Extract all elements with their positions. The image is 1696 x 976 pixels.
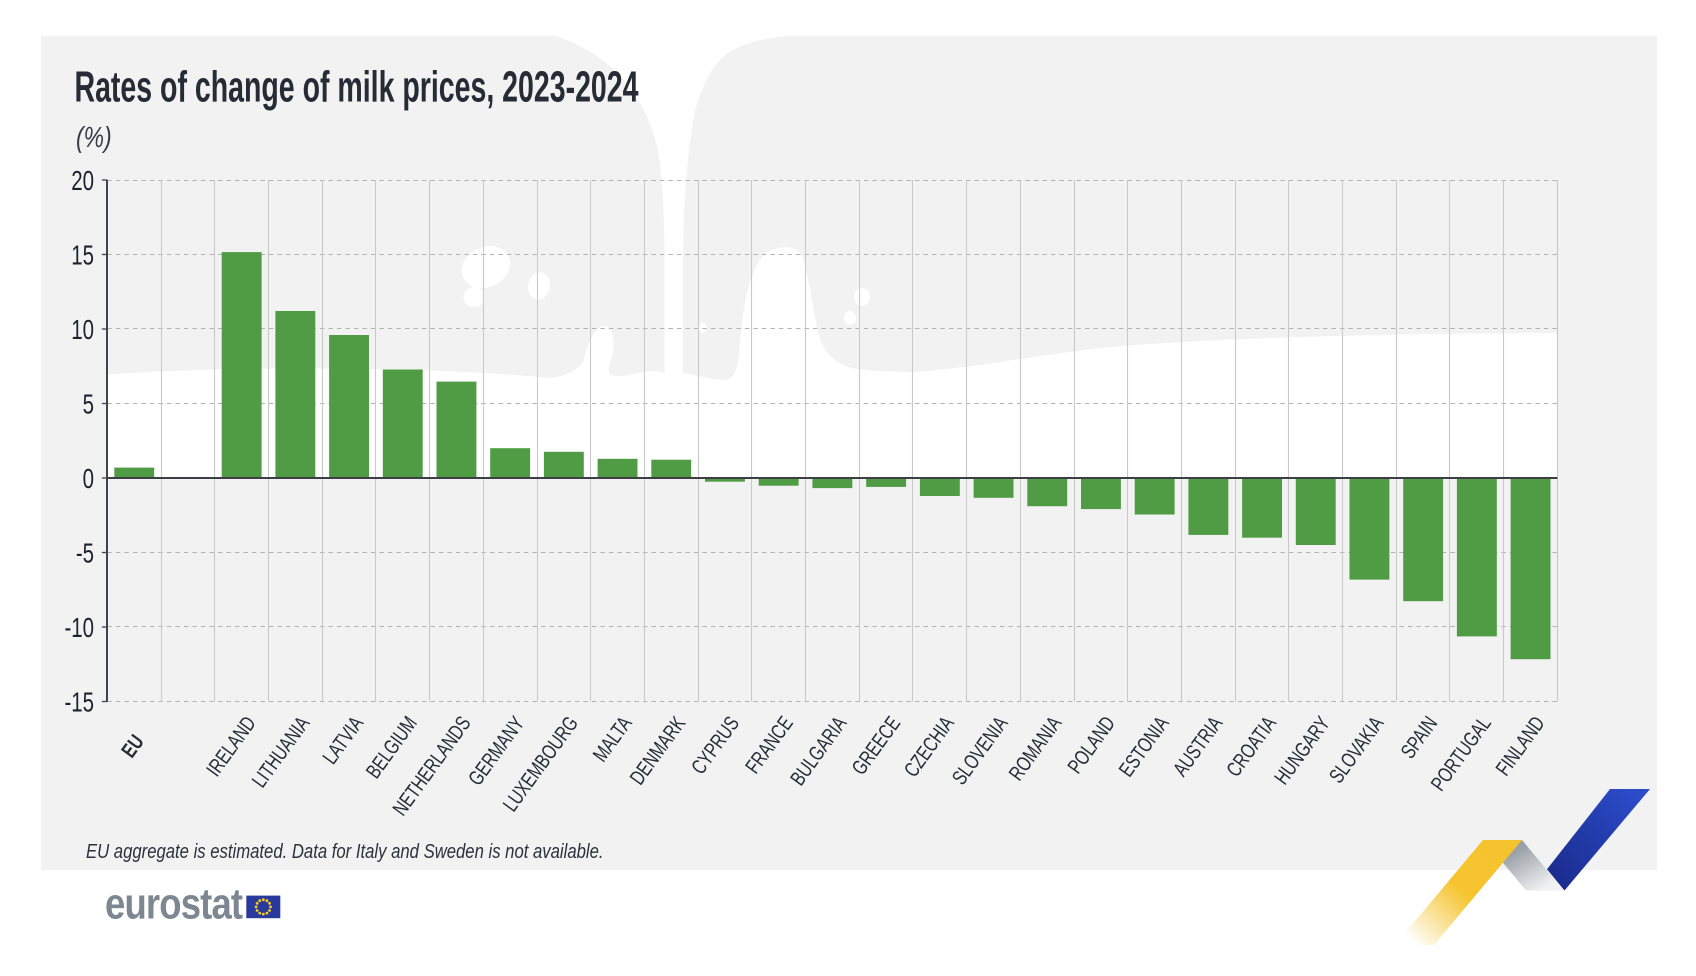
svg-text:10: 10 — [71, 315, 94, 346]
svg-text:-5: -5 — [76, 539, 94, 570]
svg-text:0: 0 — [83, 464, 94, 495]
svg-text:EU aggregate is estimated. Dat: EU aggregate is estimated. Data for Ital… — [86, 840, 603, 863]
svg-text:-10: -10 — [64, 613, 94, 644]
svg-text:20: 20 — [71, 166, 94, 197]
svg-text:-15: -15 — [64, 688, 94, 719]
svg-text:eurostat: eurostat — [105, 878, 243, 928]
svg-text:15: 15 — [71, 241, 94, 272]
svg-text:Rates of change of milk prices: Rates of change of milk prices, 2023-202… — [75, 61, 639, 111]
svg-text:5: 5 — [83, 390, 94, 421]
svg-text:(%): (%) — [76, 120, 112, 153]
